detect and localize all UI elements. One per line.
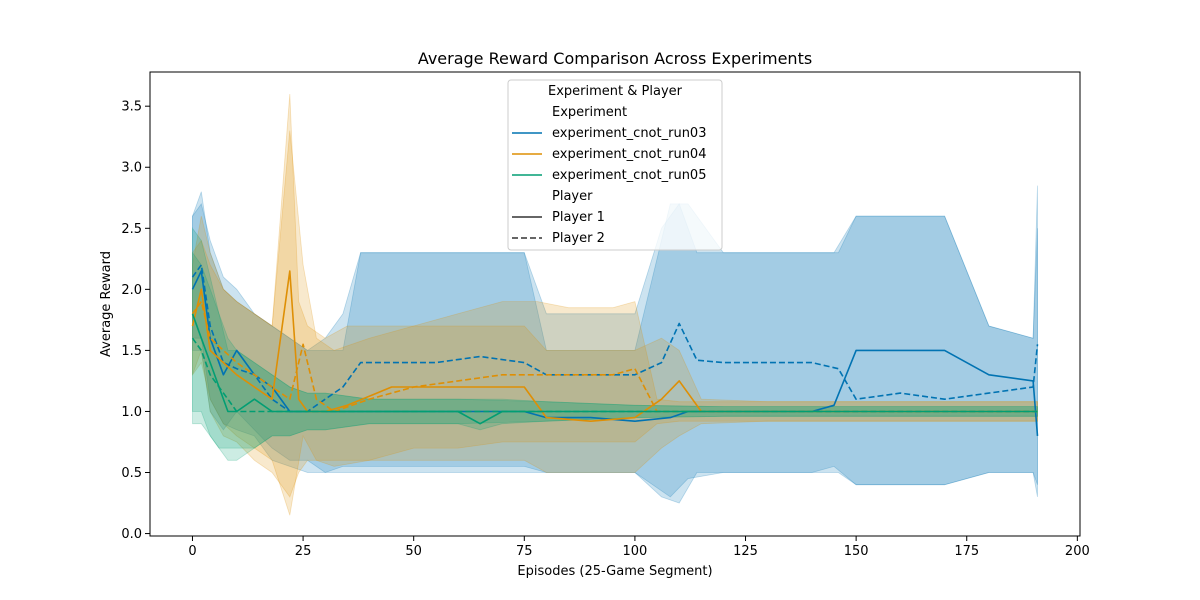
- legend-heading-experiment: Experiment: [552, 105, 627, 120]
- band-experiment-cnot-run05-player1: [192, 227, 1038, 461]
- x-tick-label: 200: [1065, 544, 1090, 559]
- x-tick-label: 175: [954, 544, 979, 559]
- x-tick-label: 50: [405, 544, 422, 559]
- y-tick-label: 3.5: [121, 100, 142, 115]
- y-tick-label: 2.0: [121, 283, 142, 298]
- legend-entry-player1: Player 1: [552, 210, 605, 225]
- legend: Experiment & Player Experiment experimen…: [507, 79, 723, 251]
- y-axis-label: Average Reward: [99, 251, 114, 357]
- x-tick-label: 0: [188, 544, 196, 559]
- y-tick-label: 2.5: [121, 222, 142, 237]
- plot-frame: [149, 71, 1081, 537]
- band-experiment-cnot-run03-player2: [192, 191, 1038, 504]
- x-tick-label: 150: [844, 544, 869, 559]
- y-tick-label: 1.0: [121, 405, 142, 420]
- x-axis-label: Episodes (25-Game Segment): [517, 564, 712, 579]
- line-experiment-cnot-run03-player2: [191, 264, 1039, 413]
- confidence-bands: [192, 93, 1038, 516]
- legend-box: [507, 79, 723, 251]
- y-axis: 0.0 0.5 1.0 1.5 2.0 2.5 3.0 3.5: [121, 100, 150, 542]
- band-experiment-cnot-run03-player1: [192, 185, 1038, 498]
- legend-entry-run03: experiment_cnot_run03: [552, 126, 706, 141]
- legend-entry-run05: experiment_cnot_run05: [552, 168, 706, 183]
- x-tick-label: 75: [516, 544, 533, 559]
- x-tick-label: 125: [733, 544, 758, 559]
- legend-title: Experiment & Player: [548, 84, 683, 99]
- legend-entry-player2: Player 2: [552, 231, 605, 246]
- y-tick-label: 1.5: [121, 344, 142, 359]
- band-experiment-cnot-run04-player1: [192, 93, 1038, 498]
- series-lines: [191, 264, 1039, 436]
- x-tick-label: 100: [622, 544, 647, 559]
- x-tick-label: 25: [295, 544, 312, 559]
- y-tick-label: 3.0: [121, 161, 142, 176]
- legend-entry-run04: experiment_cnot_run04: [552, 147, 706, 162]
- line-experiment-cnot-run04-player2: [191, 300, 1038, 413]
- band-experiment-cnot-run05-player2: [192, 251, 1038, 449]
- y-tick-label: 0.5: [121, 466, 142, 481]
- band-experiment-cnot-run04-player2: [192, 130, 1038, 516]
- y-tick-label: 0.0: [121, 527, 142, 542]
- x-axis: 0 25 50 75 100 125 150 175 200: [188, 536, 1090, 559]
- line-experiment-cnot-run05-player2: [191, 337, 1038, 413]
- legend-heading-player: Player: [552, 189, 593, 204]
- chart-title: Average Reward Comparison Across Experim…: [418, 49, 812, 68]
